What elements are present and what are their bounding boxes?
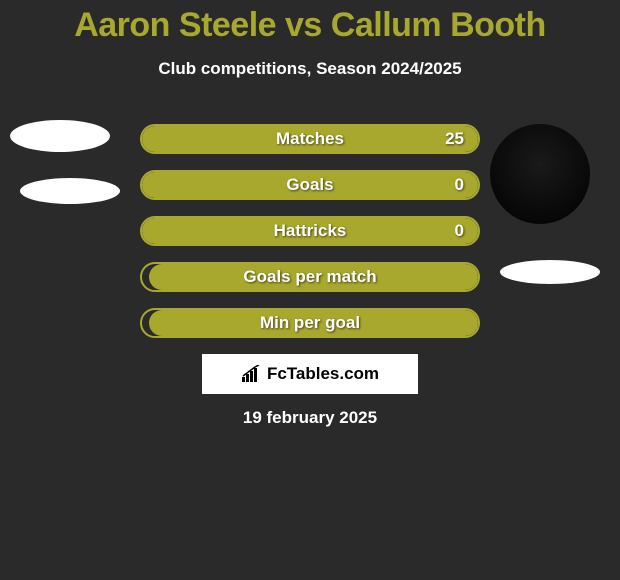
- stat-bar: Matches25: [140, 124, 480, 154]
- branding-badge: FcTables.com: [202, 354, 418, 394]
- stat-bar-label: Min per goal: [142, 310, 478, 336]
- stat-bar-value: 25: [445, 126, 464, 152]
- stat-bar-label: Matches: [142, 126, 478, 152]
- stat-bar: Goals per match: [140, 262, 480, 292]
- player-right-avatar-shadow: [500, 260, 600, 284]
- branding-chart-icon: [241, 365, 263, 383]
- stat-bar-value: 0: [455, 172, 464, 198]
- stat-bar-label: Goals per match: [142, 264, 478, 290]
- stat-bar-label: Goals: [142, 172, 478, 198]
- branding-text: FcTables.com: [267, 364, 379, 384]
- player-left-avatar-bottom: [20, 178, 120, 204]
- page-title: Aaron Steele vs Callum Booth: [0, 0, 620, 45]
- date-text: 19 february 2025: [0, 408, 620, 428]
- stat-bar-value: 0: [455, 218, 464, 244]
- stat-bars: Matches25Goals0Hattricks0Goals per match…: [140, 124, 480, 354]
- player-left-avatar-top: [10, 120, 110, 152]
- stat-bar: Hattricks0: [140, 216, 480, 246]
- subtitle: Club competitions, Season 2024/2025: [0, 59, 620, 79]
- comparison-infographic: Aaron Steele vs Callum Booth Club compet…: [0, 0, 620, 580]
- player-right-avatar: [490, 124, 590, 224]
- stat-bar: Goals0: [140, 170, 480, 200]
- stat-bar-label: Hattricks: [142, 218, 478, 244]
- stat-bar: Min per goal: [140, 308, 480, 338]
